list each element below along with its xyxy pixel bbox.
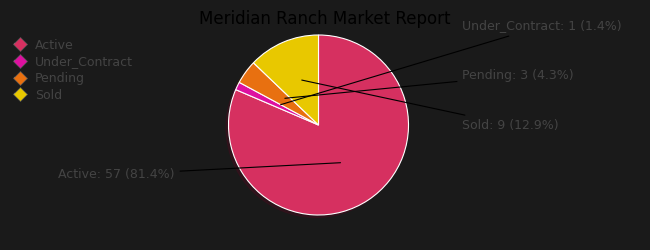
Text: Meridian Ranch Market Report: Meridian Ranch Market Report [200, 10, 450, 28]
Wedge shape [236, 82, 318, 125]
Wedge shape [254, 35, 318, 125]
Text: Active: 57 (81.4%): Active: 57 (81.4%) [58, 163, 341, 181]
Text: Pending: 3 (4.3%): Pending: 3 (4.3%) [285, 69, 574, 98]
Wedge shape [229, 35, 408, 215]
Wedge shape [239, 63, 318, 125]
Text: Sold: 9 (12.9%): Sold: 9 (12.9%) [302, 80, 559, 132]
Text: Under_Contract: 1 (1.4%): Under_Contract: 1 (1.4%) [281, 20, 622, 105]
Legend: Active, Under_Contract, Pending, Sold: Active, Under_Contract, Pending, Sold [13, 36, 136, 104]
